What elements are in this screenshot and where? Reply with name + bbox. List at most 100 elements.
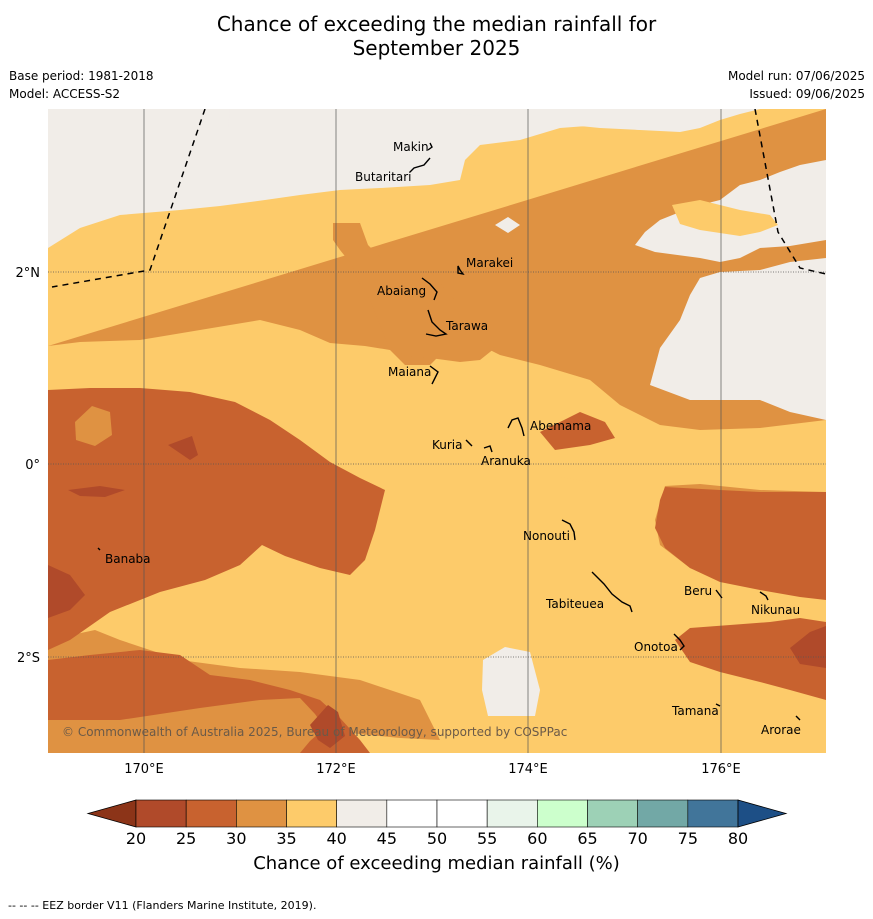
island-shape-tarawa (425, 309, 448, 337)
band-20-25-small-1 (168, 436, 198, 460)
colorbar-swatch-60-65 (537, 799, 588, 828)
island-outlines (97, 142, 801, 721)
map-title: Chance of exceeding the median rainfall … (0, 12, 873, 60)
model-name: Model: ACCESS-S2 (9, 87, 121, 101)
band-40-45-small-1 (78, 157, 128, 185)
eez-border-east (754, 109, 826, 275)
band-35-40-hole (478, 477, 605, 523)
label-butaritari: Butaritari (355, 170, 412, 184)
label-makin: Makin (393, 140, 429, 154)
meta-left: Base period: 1981-2018 Model: ACCESS-S2 (9, 67, 154, 103)
island-shape-beru (715, 589, 723, 599)
island-shape-abaiang (421, 277, 438, 301)
lon-tick-170: 170°E (124, 762, 164, 777)
eez-border-west (51, 109, 206, 288)
lon-tick-174: 174°E (508, 762, 548, 777)
colorbar-swatch-35-40 (286, 799, 337, 828)
island-shape-marakei (457, 265, 465, 276)
band-25-30-abemama (540, 412, 615, 450)
island-shape-tabiteuea (591, 571, 633, 613)
colorbar-tick-45: 45 (377, 829, 397, 848)
band-25-30 (48, 388, 385, 753)
label-onotoa: Onotoa (634, 640, 678, 654)
copyright-notice: © Commonwealth of Australia 2025, Bureau… (62, 725, 567, 739)
colorbar-tick-35: 35 (276, 829, 296, 848)
label-nikunau: Nikunau (751, 603, 800, 617)
meta-right: Model run: 07/06/2025 Issued: 09/06/2025 (728, 67, 865, 103)
colorbar-tick-40: 40 (326, 829, 346, 848)
band-30-35-patch-west (75, 406, 112, 446)
label-banaba: Banaba (105, 552, 151, 566)
issued-date: Issued: 09/06/2025 (749, 87, 865, 101)
colorbar-swatch-30-35 (236, 799, 287, 828)
island-shape-butaritari (409, 157, 431, 173)
colorbar-swatch-65-70 (587, 799, 638, 828)
island-shape-nikunau (759, 591, 769, 601)
label-tarawa: Tarawa (445, 319, 488, 333)
band-40-45-small-2 (495, 217, 520, 233)
lat-tick-2n: 2°N (16, 266, 41, 281)
band-20-25-east (790, 626, 826, 668)
island-shape-onotoa (673, 633, 685, 651)
island-shape-aranuka (483, 445, 493, 453)
colorbar-swatch-50-55 (436, 799, 488, 828)
island-shape-banaba (97, 547, 101, 551)
island-shape-tamana (715, 703, 721, 707)
colorbar-tick-60: 60 (527, 829, 547, 848)
colorbar-under-arrow (86, 799, 137, 828)
island-shape-kuria (465, 439, 473, 447)
colorbar-tick-50: 50 (427, 829, 447, 848)
rainfall-probability-map: Makin Butaritari Marakei Abaiang Tarawa … (48, 109, 826, 753)
label-arorae: Arorae (761, 723, 801, 737)
band-20-25-west (48, 565, 85, 618)
band-20-25-small-2 (68, 486, 125, 497)
label-aranuka: Aranuka (481, 454, 531, 468)
label-kuria: Kuria (432, 438, 463, 452)
island-shape-nonouti (561, 519, 576, 541)
band-40-45-south (482, 647, 540, 716)
colorbar-swatch-20-25 (135, 799, 187, 828)
lat-tick-0: 0° (25, 458, 40, 473)
lon-tick-labels: 170°E 172°E 174°E 176°E (124, 762, 741, 777)
colorbar-tick-20: 20 (126, 829, 146, 848)
colorbar-swatch-40-45 (336, 799, 388, 828)
band-35-40 (48, 109, 826, 753)
colorbar-tick-80: 80 (728, 829, 748, 848)
band-30-35-patch-south (48, 698, 325, 753)
band-35-40-patch-ne (672, 200, 778, 236)
title-line-1: Chance of exceeding the median rainfall … (216, 12, 657, 36)
lon-tick-172: 172°E (316, 762, 356, 777)
band-40-45-north (48, 109, 826, 420)
model-run: Model run: 07/06/2025 (727, 69, 865, 83)
label-maiana: Maiana (388, 365, 431, 379)
colorbar-swatch-25-30 (185, 799, 237, 828)
colorbar-swatch-45-50 (386, 799, 438, 828)
colorbar: 20 25 30 35 40 45 50 55 60 65 70 75 80 (86, 799, 788, 848)
title-line-2: September 2025 (352, 36, 521, 60)
label-marakei: Marakei (466, 256, 513, 270)
island-shape-arorae (795, 715, 801, 721)
colorbar-tick-25: 25 (176, 829, 196, 848)
colorbar-tick-75: 75 (678, 829, 698, 848)
colorbar-over-arrow (737, 799, 788, 828)
colorbar-tick-30: 30 (226, 829, 246, 848)
island-shape-abemama (507, 417, 525, 437)
colorbar-label: Chance of exceeding median rainfall (%) (253, 853, 620, 874)
island-labels: Makin Butaritari Marakei Abaiang Tarawa … (105, 140, 801, 737)
label-abaiang: Abaiang (377, 284, 426, 298)
label-tabiteuea: Tabiteuea (545, 597, 604, 611)
band-40-45-top-strip (228, 109, 726, 130)
colorbar-tick-55: 55 (477, 829, 497, 848)
band-30-35-central (333, 223, 495, 362)
label-nonouti: Nonouti (523, 529, 570, 543)
colorbar-swatch-55-60 (486, 799, 538, 828)
colorbar-tick-65: 65 (577, 829, 597, 848)
label-abemama: Abemama (530, 419, 591, 433)
colorbar-tick-70: 70 (627, 829, 647, 848)
colorbar-swatch-70-75 (637, 799, 689, 828)
lat-tick-2s: 2°S (17, 651, 40, 666)
label-beru: Beru (684, 584, 712, 598)
lat-tick-labels: 2°N 0° 2°S (16, 266, 41, 666)
island-shape-makin (427, 142, 433, 151)
eez-footnote: -- -- -- EEZ border V11 (Flanders Marine… (8, 899, 317, 912)
